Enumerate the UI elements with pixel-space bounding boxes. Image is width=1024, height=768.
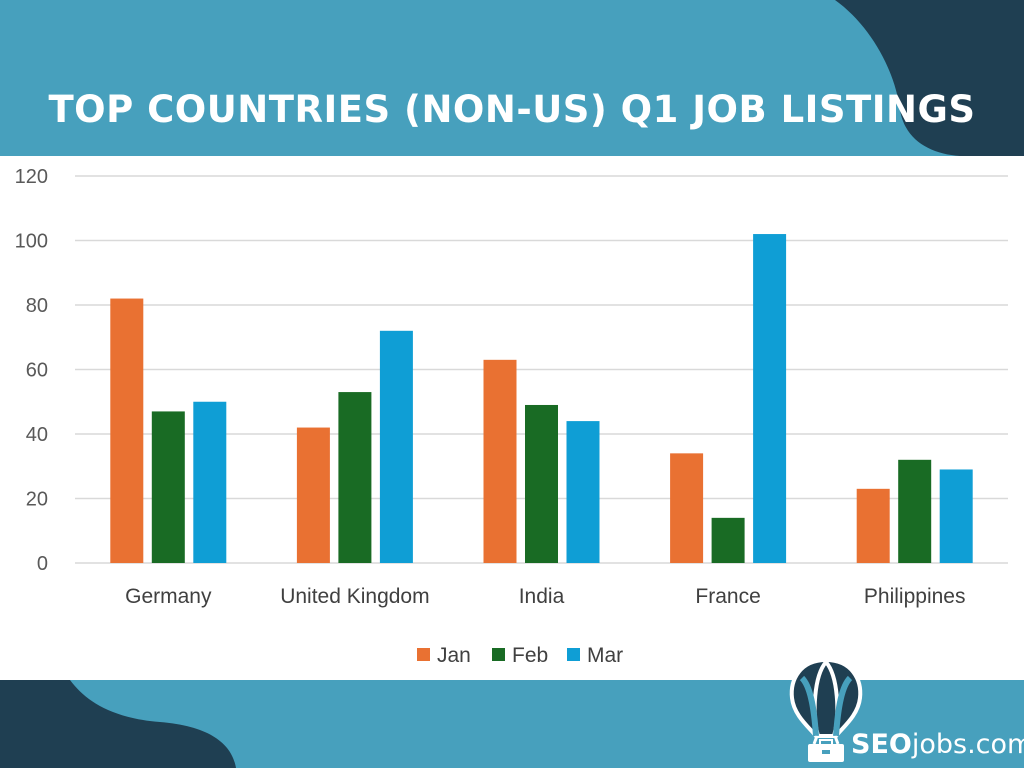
y-tick-label: 60 bbox=[26, 360, 48, 382]
y-tick-label: 40 bbox=[26, 424, 48, 446]
legend-swatch-jan bbox=[417, 648, 430, 661]
y-tick-label: 100 bbox=[15, 231, 48, 253]
brand-name-rest: jobs.com bbox=[911, 729, 1024, 760]
x-category-label: India bbox=[519, 585, 565, 608]
header-banner bbox=[0, 0, 1024, 156]
legend-label-jan: Jan bbox=[437, 644, 471, 667]
hot-air-balloon-briefcase-icon bbox=[789, 657, 863, 762]
bar-mar-philippines bbox=[939, 469, 973, 563]
bar-mar-india bbox=[566, 421, 600, 563]
y-tick-label: 80 bbox=[26, 295, 48, 317]
x-category-label: Germany bbox=[125, 585, 212, 608]
bar-chart: 0 20 40 60 80 100 120 Germany United Kingdom Ind… bbox=[15, 166, 1008, 667]
bar-jan-united-kingdom bbox=[296, 427, 330, 563]
header-fill bbox=[0, 0, 1024, 156]
legend-swatch-mar bbox=[567, 648, 580, 661]
y-tick-label: 0 bbox=[37, 553, 48, 575]
bar-feb-india bbox=[525, 404, 558, 563]
legend-label-mar: Mar bbox=[587, 644, 623, 667]
legend-swatch-feb bbox=[492, 648, 505, 661]
bar-feb-united-kingdom bbox=[338, 392, 372, 563]
bars bbox=[110, 234, 973, 564]
x-category-label: United Kingdom bbox=[280, 585, 429, 608]
bar-mar-france bbox=[753, 234, 787, 564]
x-category-label: France bbox=[695, 585, 760, 608]
header-background bbox=[0, 0, 1024, 156]
brand-wordmark[interactable]: SEOjobs.com bbox=[851, 728, 1024, 762]
brand-name-bold: SEO bbox=[851, 729, 912, 760]
x-axis-categories: Germany United Kingdom India France Philippi… bbox=[125, 585, 965, 608]
bar-jan-india bbox=[483, 359, 517, 563]
legend-label-feb: Feb bbox=[512, 644, 548, 667]
gridlines bbox=[75, 175, 1008, 564]
bar-feb-france bbox=[711, 517, 745, 563]
y-tick-label: 120 bbox=[15, 166, 48, 188]
y-tick-label: 20 bbox=[26, 489, 48, 511]
bar-feb-germany bbox=[151, 411, 185, 563]
bar-jan-france bbox=[670, 453, 704, 563]
legend: Jan Feb Mar bbox=[417, 644, 623, 667]
bar-jan-philippines bbox=[856, 488, 890, 563]
bar-feb-philippines bbox=[898, 459, 932, 563]
bar-mar-germany bbox=[193, 401, 227, 563]
footer-corner-shape bbox=[0, 680, 236, 768]
header-corner-shape bbox=[835, 0, 1024, 156]
chart-title: TOP COUNTRIES (NON-US) Q1 JOB LISTINGS bbox=[48, 88, 976, 131]
bar-mar-united-kingdom bbox=[379, 330, 413, 563]
y-axis-ticks: 0 20 40 60 80 100 120 bbox=[15, 166, 48, 575]
chart-area: 0 20 40 60 80 100 120 Germany United Kingdom Ind… bbox=[0, 156, 1024, 680]
x-category-label: Philippines bbox=[864, 585, 966, 608]
bar-jan-germany bbox=[110, 298, 144, 563]
